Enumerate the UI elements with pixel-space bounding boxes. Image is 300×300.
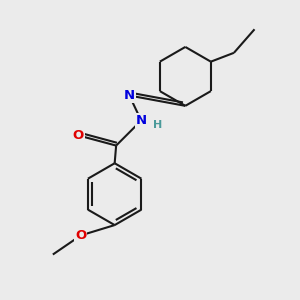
Text: O: O xyxy=(72,129,83,142)
Text: N: N xyxy=(124,89,135,102)
Text: N: N xyxy=(136,114,147,127)
Text: H: H xyxy=(153,120,162,130)
Text: O: O xyxy=(75,229,86,242)
